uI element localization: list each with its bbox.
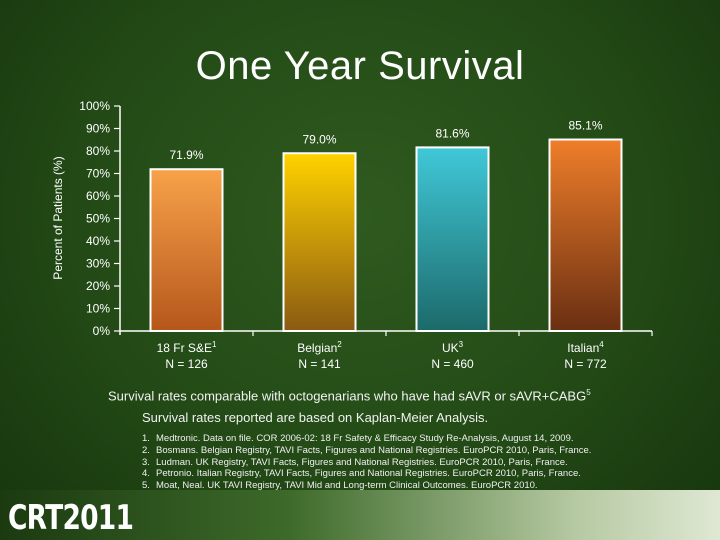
reference-item: 3. Ludman. UK Registry, TAVI Facts, Figur… <box>142 456 568 468</box>
y-tick-label: 100% <box>79 99 110 113</box>
bar-3 <box>415 146 490 332</box>
bar-1 <box>149 168 224 332</box>
y-tick-label: 50% <box>86 212 110 226</box>
caption-comparison: Survival rates comparable with octogenar… <box>108 388 591 404</box>
y-tick-label: 80% <box>86 144 110 158</box>
value-label: 85.1% <box>568 119 602 133</box>
value-label: 71.9% <box>169 148 203 162</box>
category-label: 18 Fr S&E1 <box>157 340 217 355</box>
reference-item: 2. Bosmans. Belgian Registry, TAVI Facts,… <box>142 444 592 456</box>
value-label: 81.6% <box>435 126 469 140</box>
category-label: Belgian2 <box>297 340 342 355</box>
y-tick-label: 40% <box>86 234 110 248</box>
bar-4 <box>548 138 623 332</box>
category-label: UK3 <box>442 340 464 355</box>
reference-item: 4. Petronio. Italian Registry, TAVI Facts… <box>142 468 581 480</box>
category-n-label: N = 126 <box>165 357 208 371</box>
bar-2 <box>282 152 357 332</box>
y-axis-label: Percent of Patients (%) <box>51 156 65 279</box>
category-label: Italian4 <box>567 340 604 355</box>
y-tick-label: 30% <box>86 257 110 271</box>
references-list: 1. Medtronic. Data on file. COR 2006-02: … <box>142 433 591 492</box>
y-tick-label: 90% <box>86 122 110 136</box>
crt-logo: CRT2011 <box>8 498 134 538</box>
reference-item: 5. Moat, Neal. UK TAVI Registry, TAVI Mid… <box>142 480 538 492</box>
category-n-label: N = 460 <box>431 357 474 371</box>
y-tick-label: 0% <box>93 324 111 338</box>
y-tick-label: 70% <box>86 167 110 181</box>
reference-item: 1. Medtronic. Data on file. COR 2006-02: … <box>142 433 574 444</box>
y-tick-label: 20% <box>86 279 110 293</box>
footer-bar <box>0 490 720 540</box>
value-label: 79.0% <box>302 132 336 146</box>
chart-title: One Year Survival <box>195 44 525 88</box>
y-tick-label: 60% <box>86 189 110 203</box>
caption-method: Survival rates reported are based on Kap… <box>142 410 489 425</box>
category-n-label: N = 772 <box>564 357 607 371</box>
y-tick-label: 10% <box>86 302 110 316</box>
category-n-label: N = 141 <box>298 357 341 371</box>
